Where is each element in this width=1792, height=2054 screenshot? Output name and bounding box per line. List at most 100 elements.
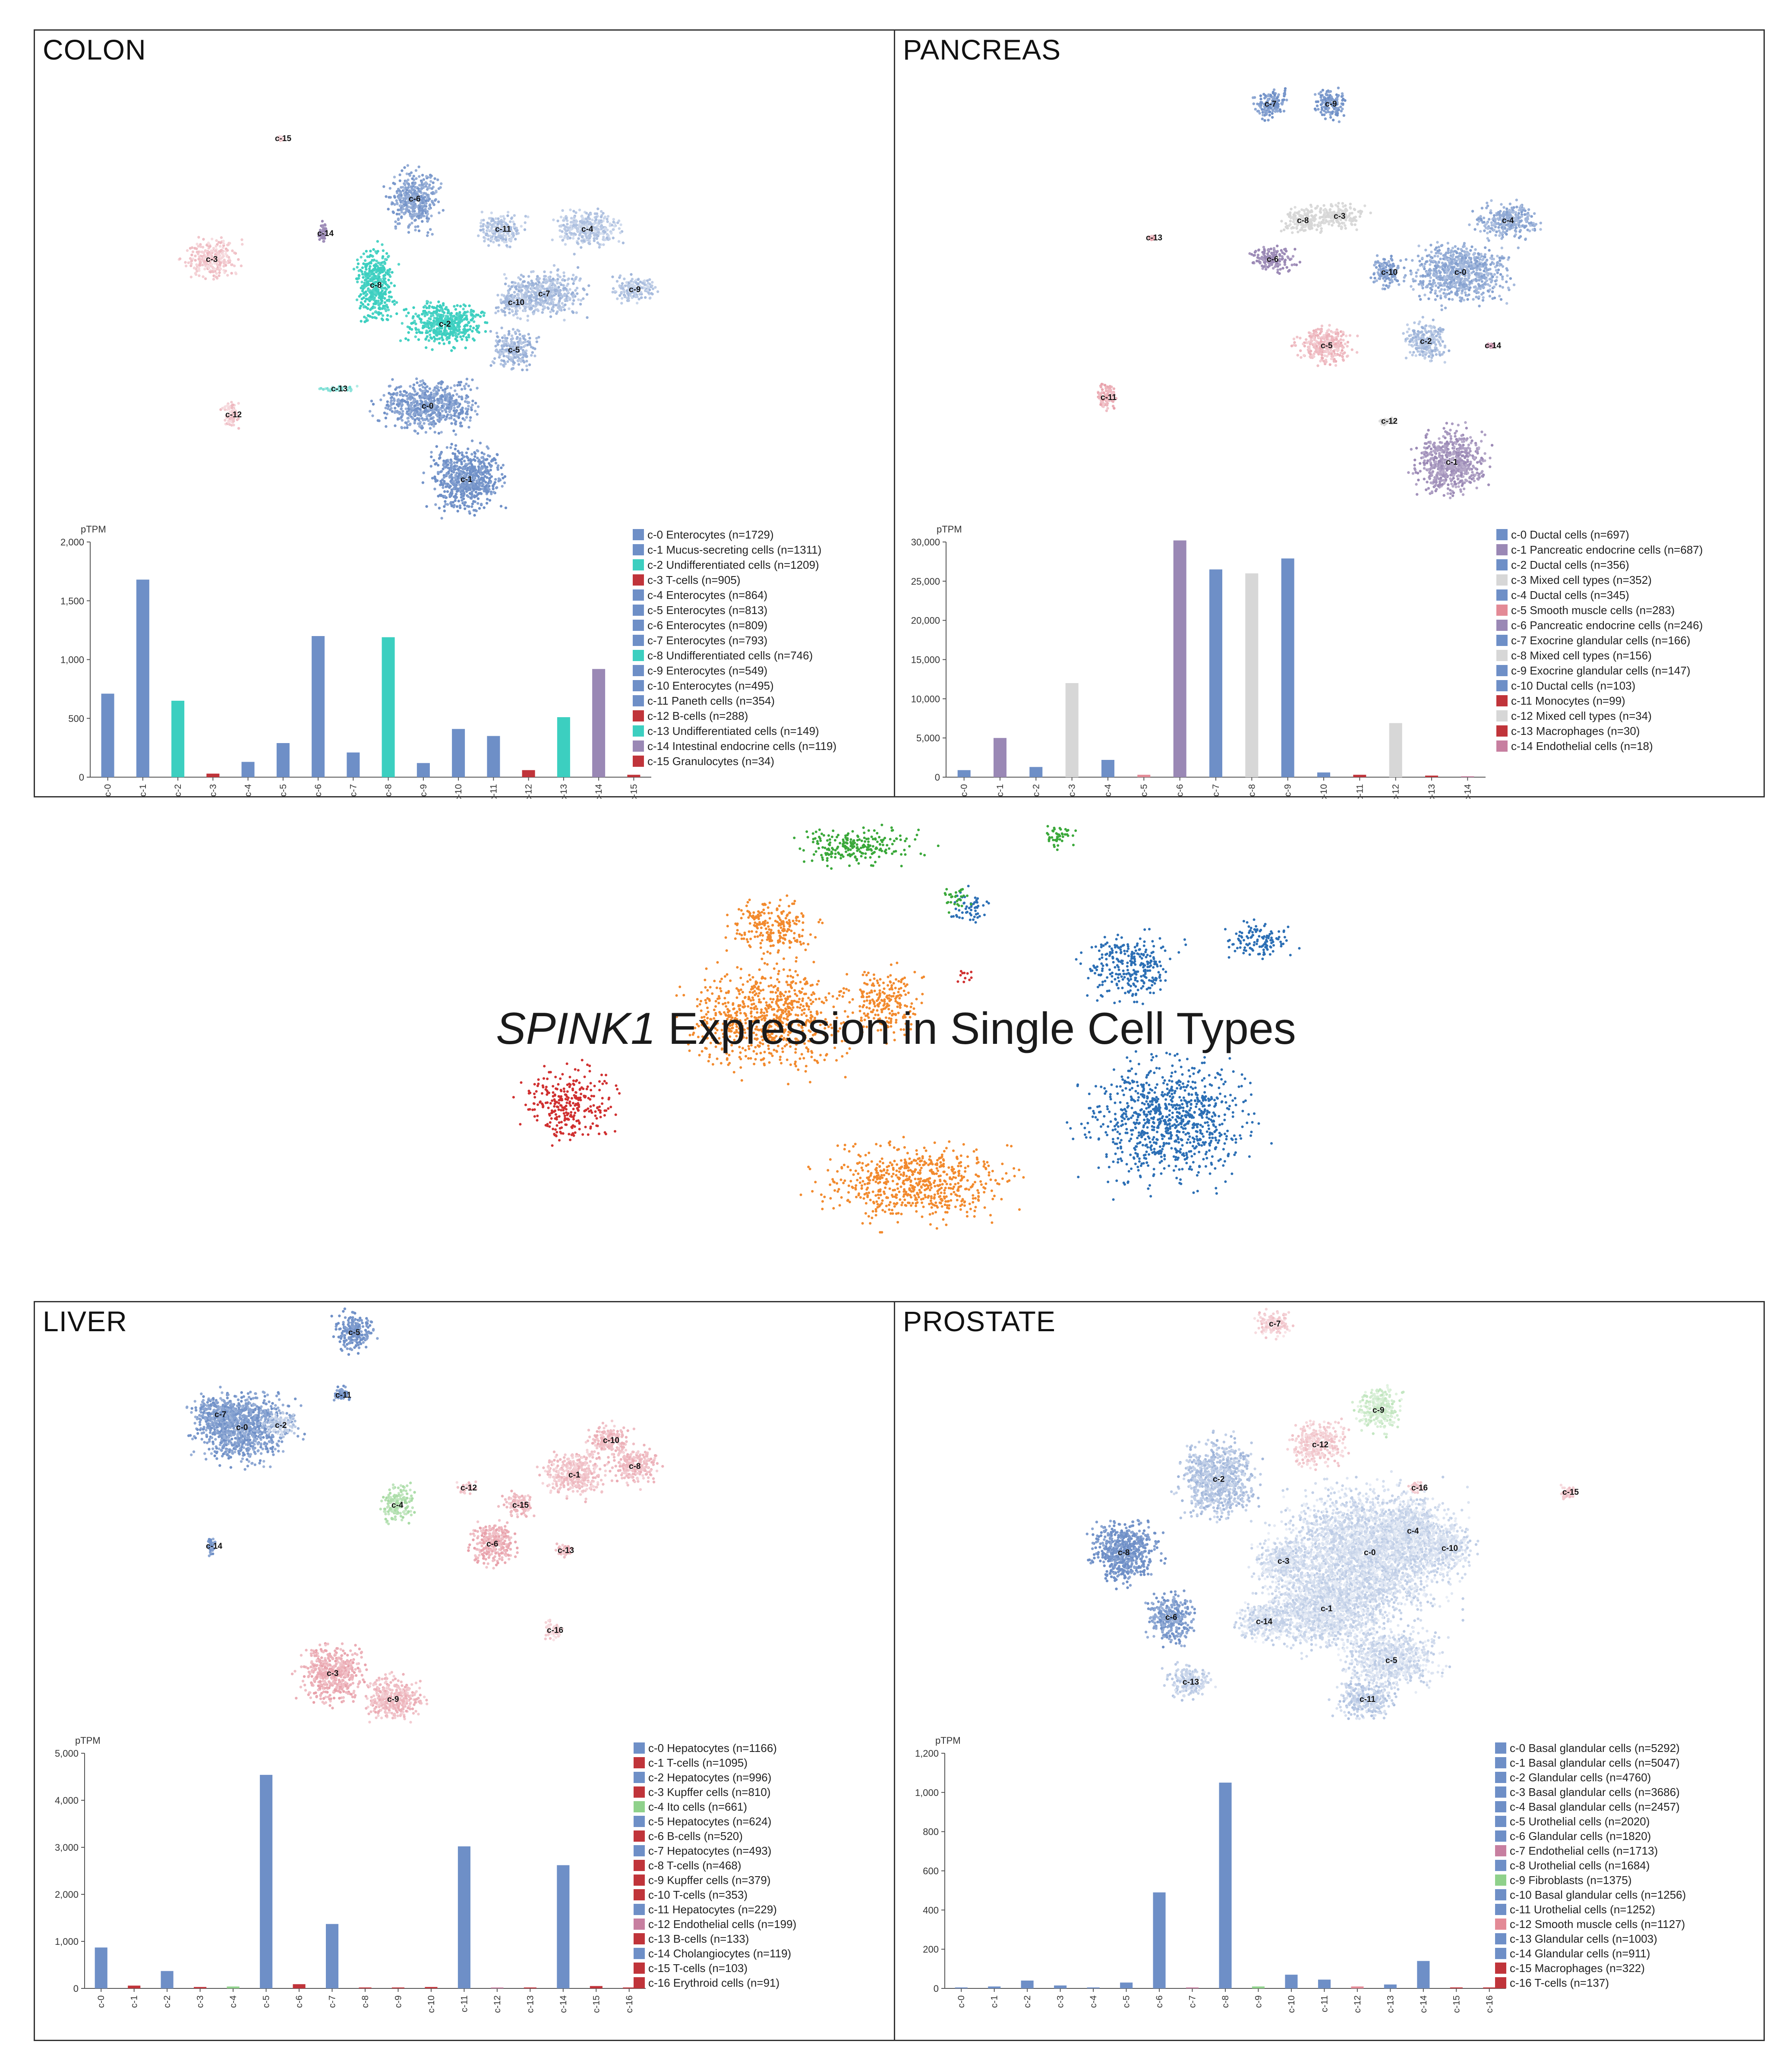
umap-point	[472, 469, 475, 473]
umap-point	[479, 315, 482, 318]
umap-point	[602, 243, 605, 246]
umap-point	[637, 297, 640, 301]
umap-point	[480, 311, 483, 314]
umap-point	[528, 363, 531, 366]
umap-point	[596, 241, 599, 244]
umap-point	[596, 234, 599, 238]
umap-point	[482, 314, 486, 317]
umap-point	[390, 281, 393, 285]
umap-point	[500, 352, 503, 356]
umap-point	[367, 303, 370, 306]
umap-point	[419, 331, 422, 334]
umap-point	[466, 466, 469, 469]
umap-point	[440, 517, 443, 520]
umap-point	[438, 457, 441, 460]
umap-point	[418, 184, 421, 187]
umap-point	[526, 319, 529, 322]
umap-point	[1500, 246, 1503, 249]
umap-point	[476, 502, 480, 505]
umap-point	[407, 338, 410, 342]
umap-point	[587, 234, 590, 237]
umap-point	[457, 318, 460, 321]
umap-point	[497, 217, 500, 220]
umap-point	[508, 312, 511, 315]
umap-point	[451, 399, 454, 402]
colon-panel: COLON c-0 c-1 c-2 c-3 c-4 c-5 c-6 c-7 c-8 c-9 c-10…	[34, 29, 895, 799]
umap-point	[1418, 295, 1421, 298]
umap-point	[435, 392, 438, 395]
umap-point	[360, 255, 363, 259]
umap-point	[422, 324, 425, 328]
umap-point	[454, 444, 457, 447]
umap-point	[537, 281, 541, 284]
umap-point	[426, 410, 429, 413]
umap-point	[1436, 294, 1439, 298]
umap-point	[548, 302, 551, 306]
umap-point	[467, 488, 470, 491]
umap-point	[576, 292, 579, 295]
umap-point	[377, 303, 380, 306]
umap-point	[446, 404, 449, 407]
umap-point	[375, 311, 379, 314]
umap-point	[388, 187, 391, 190]
umap-point	[527, 215, 530, 218]
umap-point	[464, 407, 467, 410]
umap-point	[352, 268, 356, 271]
umap-point	[563, 308, 566, 311]
umap-point	[423, 214, 426, 217]
umap-point	[521, 294, 524, 298]
umap-point	[571, 311, 575, 314]
umap-point	[371, 414, 374, 417]
umap-point	[453, 305, 456, 308]
umap-point	[575, 311, 578, 314]
umap-point	[502, 215, 505, 218]
umap-point	[477, 331, 481, 334]
umap-point	[446, 308, 449, 312]
umap-point	[608, 237, 611, 241]
umap-point	[463, 484, 467, 487]
umap-point	[400, 426, 403, 429]
umap-point	[490, 220, 493, 223]
umap-point	[400, 404, 403, 407]
umap-point	[409, 406, 412, 409]
umap-point	[465, 416, 468, 419]
umap-point	[407, 190, 410, 193]
umap-point	[522, 275, 525, 278]
umap-point	[508, 246, 511, 249]
umap-point	[445, 306, 448, 309]
umap-point	[656, 290, 659, 293]
umap-point	[383, 277, 386, 280]
umap-point	[240, 238, 243, 241]
umap-point	[419, 421, 422, 424]
umap-point	[452, 469, 455, 473]
umap-point	[184, 261, 187, 264]
umap-point	[578, 208, 581, 211]
umap-point	[237, 258, 240, 261]
umap-point	[477, 465, 480, 468]
umap-point	[360, 280, 363, 284]
bar	[487, 736, 500, 777]
umap-point	[547, 276, 550, 279]
umap-point	[393, 284, 396, 287]
umap-point	[444, 418, 447, 421]
umap-point	[362, 287, 365, 290]
umap-point	[327, 389, 330, 392]
umap-point	[222, 242, 225, 245]
umap-point	[435, 406, 438, 409]
umap-point	[535, 340, 539, 343]
umap-point	[225, 255, 228, 258]
umap-point	[386, 255, 390, 258]
umap-point	[579, 277, 582, 280]
umap-point	[410, 322, 413, 325]
umap-point	[504, 362, 507, 365]
umap-point	[572, 274, 575, 277]
umap-point	[401, 414, 404, 417]
umap-point	[432, 394, 435, 397]
umap-point	[572, 224, 575, 227]
x-tick-label: c-13	[559, 784, 569, 799]
umap-point	[418, 175, 421, 178]
umap-point	[500, 466, 503, 469]
umap-point	[510, 358, 513, 361]
umap-point	[423, 409, 427, 412]
legend-label: c-6 Enterocytes (n=809)	[647, 619, 767, 632]
